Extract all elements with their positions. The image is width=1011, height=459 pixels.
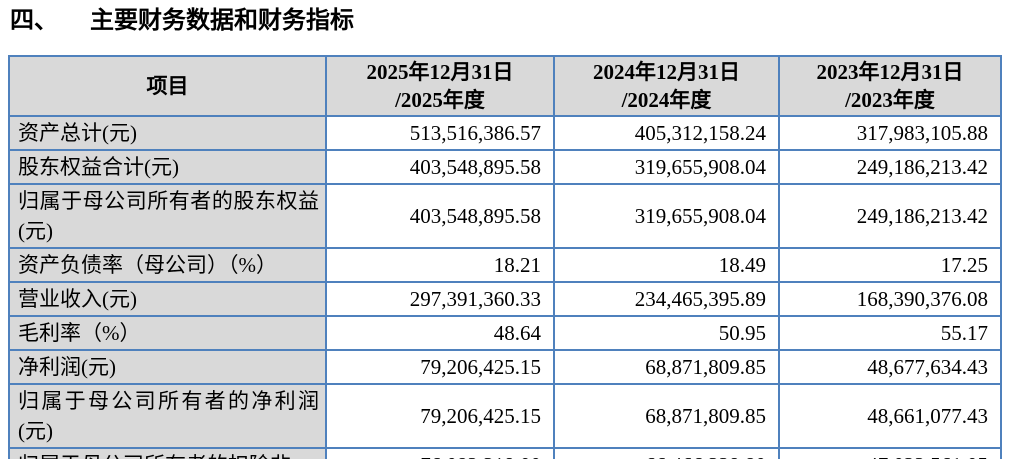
financial-table: 项目 2025年12月31日/2025年度 2024年12月31日/2024年度 2… <box>8 55 1002 459</box>
row-value: 319,655,908.04 <box>553 183 780 249</box>
row-label: 归属于母公司所有者的扣除非 <box>8 447 327 459</box>
table-row: 毛利率（%） 48.64 50.95 55.17 <box>8 315 1002 351</box>
row-value: 48.64 <box>325 315 555 351</box>
row-value: 168,390,376.08 <box>778 281 1002 317</box>
table-row: 归属于母公司所有者的净利润(元) 79,206,425.15 68,871,809.… <box>8 383 1002 449</box>
row-value: 55.17 <box>778 315 1002 351</box>
row-label: 股东权益合计(元) <box>8 149 327 185</box>
header-item-column: 项目 <box>8 55 327 117</box>
header-period-column: 2023年12月31日/2023年度 <box>778 55 1002 117</box>
row-value: 76,082,319.00 <box>325 447 555 459</box>
row-label: 资产总计(元) <box>8 115 327 151</box>
header-period-date: 2025年12月31日 <box>366 60 514 84</box>
header-period-date: 2023年12月31日 <box>816 60 964 84</box>
header-period-date: 2024年12月31日 <box>593 60 740 84</box>
row-label: 归属于母公司所有者的股东权益(元) <box>8 183 327 249</box>
row-value: 48,661,077.43 <box>778 383 1002 449</box>
header-period-year: /2024年度 <box>621 88 712 112</box>
row-value: 17.25 <box>778 247 1002 283</box>
section-number: 四、 <box>10 8 58 34</box>
row-value: 18.49 <box>553 247 780 283</box>
row-value: 317,983,105.88 <box>778 115 1002 151</box>
table-body: 资产总计(元) 513,516,386.57 405,312,158.24 317,9… <box>8 115 1002 459</box>
row-value: 319,655,908.04 <box>553 149 780 185</box>
row-value: 18.21 <box>325 247 555 283</box>
table-row: 净利润(元) 79,206,425.15 68,871,809.85 48,677,6… <box>8 349 1002 385</box>
section-title: 主要财务数据和财务指标 <box>90 8 354 34</box>
table-row: 股东权益合计(元) 403,548,895.58 319,655,908.04 249… <box>8 149 1002 185</box>
header-row: 项目 2025年12月31日/2025年度 2024年12月31日/2024年度 2… <box>8 55 1002 117</box>
row-value: 66,466,329.80 <box>553 447 780 459</box>
table-row: 资产总计(元) 513,516,386.57 405,312,158.24 317,9… <box>8 115 1002 151</box>
row-value: 403,548,895.58 <box>325 183 555 249</box>
header-period-column: 2025年12月31日/2025年度 <box>325 55 555 117</box>
row-value: 50.95 <box>553 315 780 351</box>
table-row: 归属于母公司所有者的股东权益(元) 403,548,895.58 319,655,9… <box>8 183 1002 249</box>
row-label: 归属于母公司所有者的净利润(元) <box>8 383 327 449</box>
header-period-column: 2024年12月31日/2024年度 <box>553 55 780 117</box>
row-value: 79,206,425.15 <box>325 349 555 385</box>
row-value: 403,548,895.58 <box>325 149 555 185</box>
row-label: 资产负债率（母公司）（%） <box>8 247 327 283</box>
row-label: 营业收入(元) <box>8 281 327 317</box>
row-value: 249,186,213.42 <box>778 149 1002 185</box>
table-row: 归属于母公司所有者的扣除非76,082,319.0066,466,329.804… <box>8 447 1002 459</box>
header-period-year: /2025年度 <box>395 88 485 112</box>
row-value: 513,516,386.57 <box>325 115 555 151</box>
row-value: 68,871,809.85 <box>553 349 780 385</box>
row-value: 79,206,425.15 <box>325 383 555 449</box>
header-period-year: /2023年度 <box>845 88 935 112</box>
row-value: 249,186,213.42 <box>778 183 1002 249</box>
row-value: 48,677,634.43 <box>778 349 1002 385</box>
row-value: 234,465,395.89 <box>553 281 780 317</box>
row-value: 297,391,360.33 <box>325 281 555 317</box>
row-value: 405,312,158.24 <box>553 115 780 151</box>
table-row: 营业收入(元) 297,391,360.33 234,465,395.89 168,3… <box>8 281 1002 317</box>
row-label: 净利润(元) <box>8 349 327 385</box>
row-value: 68,871,809.85 <box>553 383 780 449</box>
table-row: 资产负债率（母公司）（%） 18.21 18.49 17.25 <box>8 247 1002 283</box>
row-value: 47,022,561.05 <box>778 447 1002 459</box>
row-label: 毛利率（%） <box>8 315 327 351</box>
section-heading: 四、 主要财务数据和财务指标 <box>10 7 1011 36</box>
